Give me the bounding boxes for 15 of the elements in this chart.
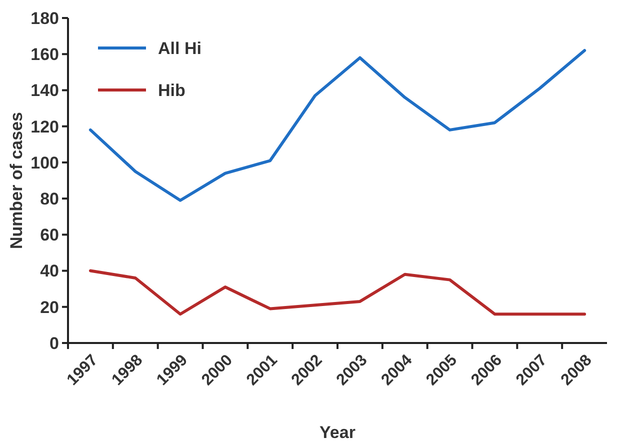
y-tick-label: 100 [30,153,59,172]
legend-label: All Hi [158,38,202,58]
y-tick-label: 0 [50,334,59,353]
line-series [88,269,586,316]
y-tick-label: 40 [40,262,59,281]
y-tick-label: 120 [30,117,59,136]
y-tick-label: 160 [30,45,59,64]
legend-label: Hib [158,80,186,100]
y-axis-title: Number of cases [7,112,26,249]
y-tick-label: 180 [30,8,59,28]
y-tick-label: 80 [40,190,59,209]
y-tick-label: 140 [30,81,59,100]
y-tick-label: 60 [40,226,59,245]
y-tick-label: 20 [40,298,59,317]
x-axis-title: Year [320,423,356,442]
